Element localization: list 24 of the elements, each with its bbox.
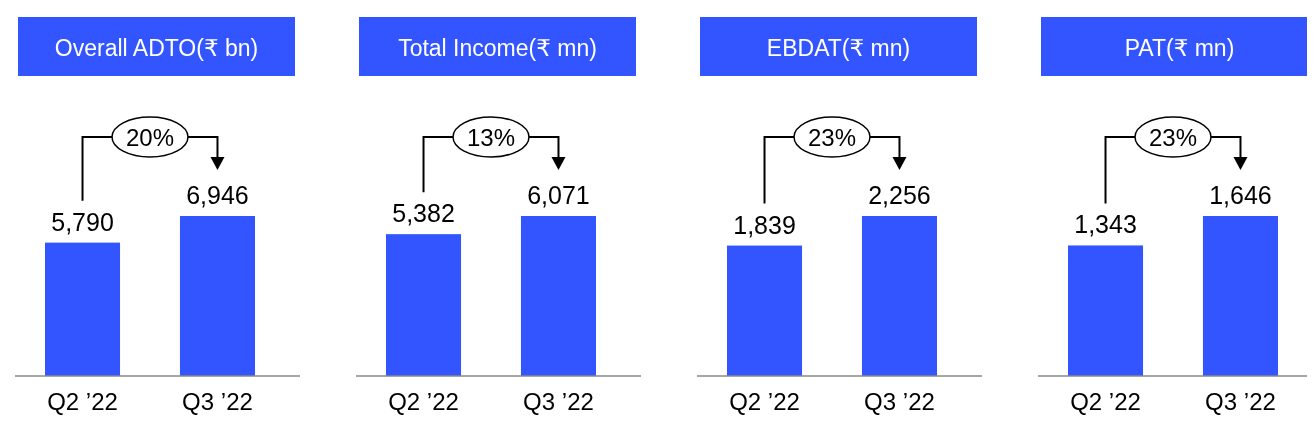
x-tick-label: Q2 ’22 [388, 388, 459, 415]
data-label: 6,071 [527, 181, 590, 209]
chart-title: PAT(₹ mn) [1124, 35, 1235, 61]
data-label: 1,646 [1209, 181, 1272, 209]
x-tick-label: Q3 ’22 [182, 388, 253, 415]
chart-title: EBDAT(₹ mn) [766, 35, 911, 61]
data-label: 2,256 [868, 181, 931, 209]
x-tick-label: Q3 ’22 [864, 388, 935, 415]
chart-title: Total Income(₹ mn) [398, 35, 597, 61]
text: 23% [1148, 124, 1198, 151]
data-label: 5,382 [392, 199, 455, 228]
data-label: 1,839 [733, 210, 796, 239]
x-tick-label: Q2 ’22 [47, 388, 118, 415]
x-tick-label: Q2 ’22 [1070, 388, 1141, 415]
x-tick-label: Q3 ’22 [523, 388, 594, 415]
data-label: 5,790 [51, 207, 114, 236]
text: 20% [125, 124, 175, 151]
text: 23% [807, 124, 857, 151]
chart-title: Overall ADTO(₹ bn) [54, 35, 259, 61]
x-tick-label: Q3 ’22 [1205, 388, 1276, 415]
data-label: 1,343 [1074, 210, 1137, 239]
x-tick-label: Q2 ’22 [729, 388, 800, 415]
text: 13% [466, 124, 516, 151]
data-label: 6,946 [186, 181, 249, 209]
